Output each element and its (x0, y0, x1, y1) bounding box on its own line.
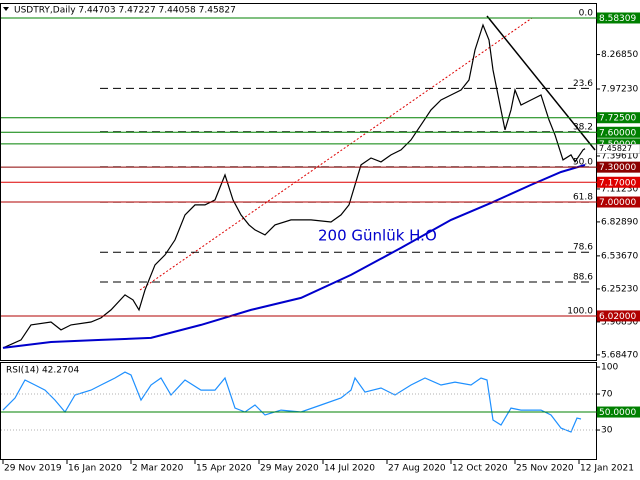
fib-label: 61.8 (573, 193, 593, 203)
fib-label: 23.6 (573, 79, 593, 89)
chart-title: USDTRY,Daily 7.44703 7.47227 7.44058 7.4… (14, 6, 236, 16)
level-label: 6.02000 (599, 312, 636, 322)
x-tick-label: 12 Oct 2020 (452, 464, 508, 474)
rsi-panel-frame (0, 362, 597, 460)
level-label-box (597, 12, 640, 24)
level-label-box (597, 176, 640, 188)
y-tick-label: 30 (601, 426, 613, 436)
level-label: 7.00000 (599, 198, 636, 208)
price-box (596, 143, 640, 154)
level-label: 8.58309 (599, 14, 636, 24)
x-tick-label: 27 Aug 2020 (388, 464, 446, 474)
y-tick-label: 7.11230 (601, 184, 638, 194)
series-line (2, 371, 582, 433)
fib-label: 88.6 (573, 272, 593, 282)
level-label-box (597, 196, 640, 208)
x-tick-label: 16 Jan 2020 (68, 464, 122, 474)
y-tick-label: 6.53670 (601, 251, 638, 261)
channel-line (139, 17, 533, 291)
fib-label: 38.2 (573, 122, 593, 132)
x-tick-label: 15 Apr 2020 (196, 464, 252, 474)
x-tick-label: 29 Nov 2019 (4, 464, 62, 474)
y-tick-label: 5.96850 (601, 317, 638, 327)
fib-label: 78.6 (573, 243, 593, 253)
level-label: 7.72500 (599, 114, 636, 124)
level-label-box (597, 161, 640, 173)
level-label: 7.60000 (599, 128, 636, 138)
rsi-title: RSI(14) 42.2704 (6, 366, 79, 376)
y-tick-label: 70 (601, 390, 613, 400)
series-annotation: 200 Günlük H.O (318, 227, 437, 245)
series-line (2, 23, 586, 349)
level-label: 7.17000 (599, 178, 636, 188)
level-label-box (597, 310, 640, 322)
x-tick-label: 29 May 2020 (260, 464, 319, 474)
y-tick-label: 5.68470 (601, 350, 638, 360)
x-tick-label: 14 Jul 2020 (324, 464, 375, 474)
level-label-box (597, 112, 640, 124)
price-label: 7.45827 (599, 144, 632, 153)
menu-arrow (3, 7, 9, 11)
level-label-box (597, 406, 640, 418)
fib-label: 50.0 (573, 157, 593, 167)
level-label-box (597, 138, 640, 150)
y-tick-label: 100 (601, 363, 618, 373)
x-tick-label: 12 Jan 2021 (580, 464, 634, 474)
y-tick-label: 8.26850 (601, 50, 638, 60)
level-label: 50.0000 (599, 408, 636, 418)
level-label-box (597, 126, 640, 138)
series-line (2, 163, 586, 349)
y-tick-label: 7.39610 (601, 151, 638, 161)
y-tick-label: 6.25230 (601, 284, 638, 294)
fib-label: 0.0 (579, 8, 594, 18)
x-tick-label: 25 Nov 2020 (516, 464, 574, 474)
fib-label: 100.0 (567, 306, 593, 316)
level-label: 7.30000 (599, 163, 636, 173)
trend-line (486, 15, 596, 151)
x-tick-label: 2 Mar 2020 (132, 464, 184, 474)
y-tick-label: 7.97230 (601, 84, 638, 94)
y-tick-label: 6.82890 (601, 217, 638, 227)
